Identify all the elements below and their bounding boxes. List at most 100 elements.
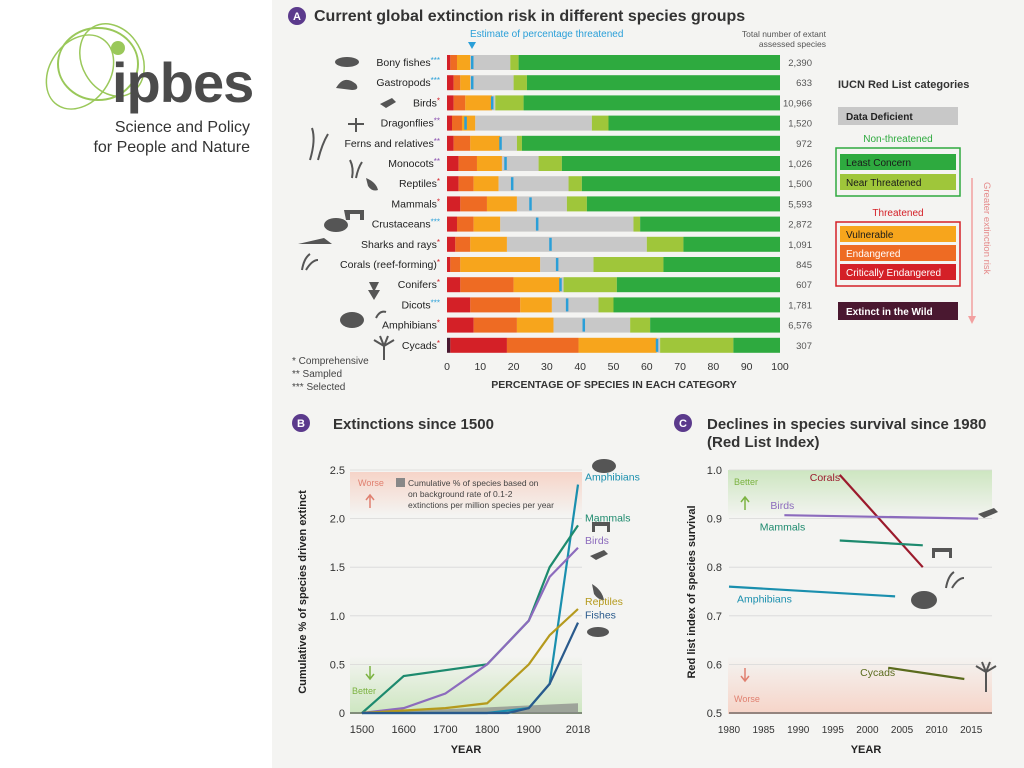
bar-segment-vu [476,156,502,171]
fish-icon [335,57,359,67]
bar-segment-dd [491,95,496,111]
bar-segment-lc [523,95,780,111]
bar-segment-en [460,196,487,212]
panel-c-badge-letter: C [679,418,687,430]
bar-segment-nt [495,95,524,111]
panel-b-badge [292,414,310,432]
risk-arrow-label: Greater extinction risk [981,182,992,275]
total-species-value: 10,966 [783,98,812,109]
legend-endangered: Endangered [846,249,901,260]
y-axis-label: Red list index of species survival [686,505,698,678]
total-species-value: 1,781 [788,300,812,311]
x-tick-label: 100 [771,361,789,373]
x-tick-label: 1500 [350,724,374,736]
category-label: Reptiles* [399,177,440,190]
series-label: Fishes [585,610,616,622]
bar-segment-lc [521,135,780,151]
series-label: Corals [810,472,840,484]
x-tick-label: 30 [541,361,553,373]
total-species-value: 5,593 [788,199,812,210]
background-note-3: extinctions per million species per year [408,500,554,510]
bar-segment-cr [447,156,459,171]
ipbes-logo-icon [45,23,145,110]
bar-segment-lc [650,317,780,333]
series-line [361,608,579,715]
bar-segment-vu [516,317,554,333]
bar-segment-nt [538,156,562,171]
bar-segment-vu [520,297,552,313]
bar-segment-nt [568,176,582,192]
y-tick-label: 0.5 [707,708,722,720]
series-label: Amphibians [585,472,640,484]
series-line [361,546,579,715]
total-species-value: 972 [796,139,812,150]
bar-segment-dd [500,216,634,232]
y-tick-label: 0.5 [330,659,345,671]
bar-segment-dd [501,156,539,171]
legend-least-concern: Least Concern [846,158,911,169]
panel-b-chart: B Extinctions since 1500 Worse Better Cu… [292,414,640,756]
x-axis-label: YEAR [451,744,482,756]
x-tick-label: 1990 [787,725,810,736]
estimate-marker-icon [468,42,476,49]
panel-b-silhouettes [587,459,616,637]
bar-segment-en [506,337,579,353]
cycad-icon [975,661,997,692]
legend-near-threatened: Near Threatened [846,178,921,189]
bar-segment-lc [581,176,780,192]
bar-segment-vu [461,115,476,131]
legend-swatch-data-deficient [838,107,958,125]
deer-icon [592,508,612,532]
bar-segment-dd [470,75,514,91]
bar-segment-vu [465,95,492,111]
bar-segment-vu [456,55,471,70]
threatened-estimate-marker [490,96,494,110]
bar-segment-lc [616,277,780,293]
category-label: Gastropods*** [376,76,440,89]
panel-c-title-2: (Red List Index) [707,434,820,451]
bar-segment-lc [586,196,780,212]
bar-segment-lc [733,337,780,353]
y-tick-label: 1.0 [707,465,722,477]
logo-subtitle-line2: for People and Nature [93,139,250,156]
series-label: Birds [770,500,794,512]
frog-icon [592,459,616,473]
x-tick-label: 90 [741,361,753,373]
bar-segment-nt [593,257,664,272]
x-tick-label: 1700 [433,724,457,736]
threatened-estimate-marker [555,258,559,271]
bar-segment-cr [447,75,454,91]
total-species-value: 633 [796,78,812,89]
y-tick-label: 0.6 [707,659,722,671]
x-tick-label: 80 [708,361,720,373]
legend-extinct-wild: Extinct in the Wild [846,307,933,318]
x-tick-label: 1980 [718,725,741,736]
bar-segment-lc [608,115,780,131]
worse-label: Worse [734,694,760,704]
bar-segment-vu [473,216,501,232]
panel-c-chart: C Declines in species survival since 198… [674,414,998,756]
better-label: Better [734,477,758,487]
legend-swatch-extinct-wild [838,302,958,320]
y-tick-label: 0.7 [707,611,722,623]
coral-icon [945,571,965,589]
bar-segment-vu [470,236,507,252]
panel-c-badge [674,414,692,432]
threatened-estimate-marker [529,197,532,211]
x-tick-label: 2015 [960,725,983,736]
bar-segment-nt [598,297,614,313]
threatened-estimate-marker [499,136,502,150]
footnote-selected: *** Selected [292,382,345,393]
total-species-value: 307 [796,341,812,352]
threatened-estimate-marker [582,318,586,332]
better-zone [350,656,582,714]
bar-segment-nt [591,115,609,131]
footnote-comprehensive: * Comprehensive [292,356,369,367]
total-species-value: 6,576 [788,321,812,332]
bar-segment-nt [633,216,641,232]
total-species-value: 845 [796,260,812,271]
total-species-value: 1,026 [788,159,812,170]
panel-a-badge [288,7,306,25]
x-tick-label: 2005 [891,725,914,736]
bar-segment-vu [473,176,499,192]
